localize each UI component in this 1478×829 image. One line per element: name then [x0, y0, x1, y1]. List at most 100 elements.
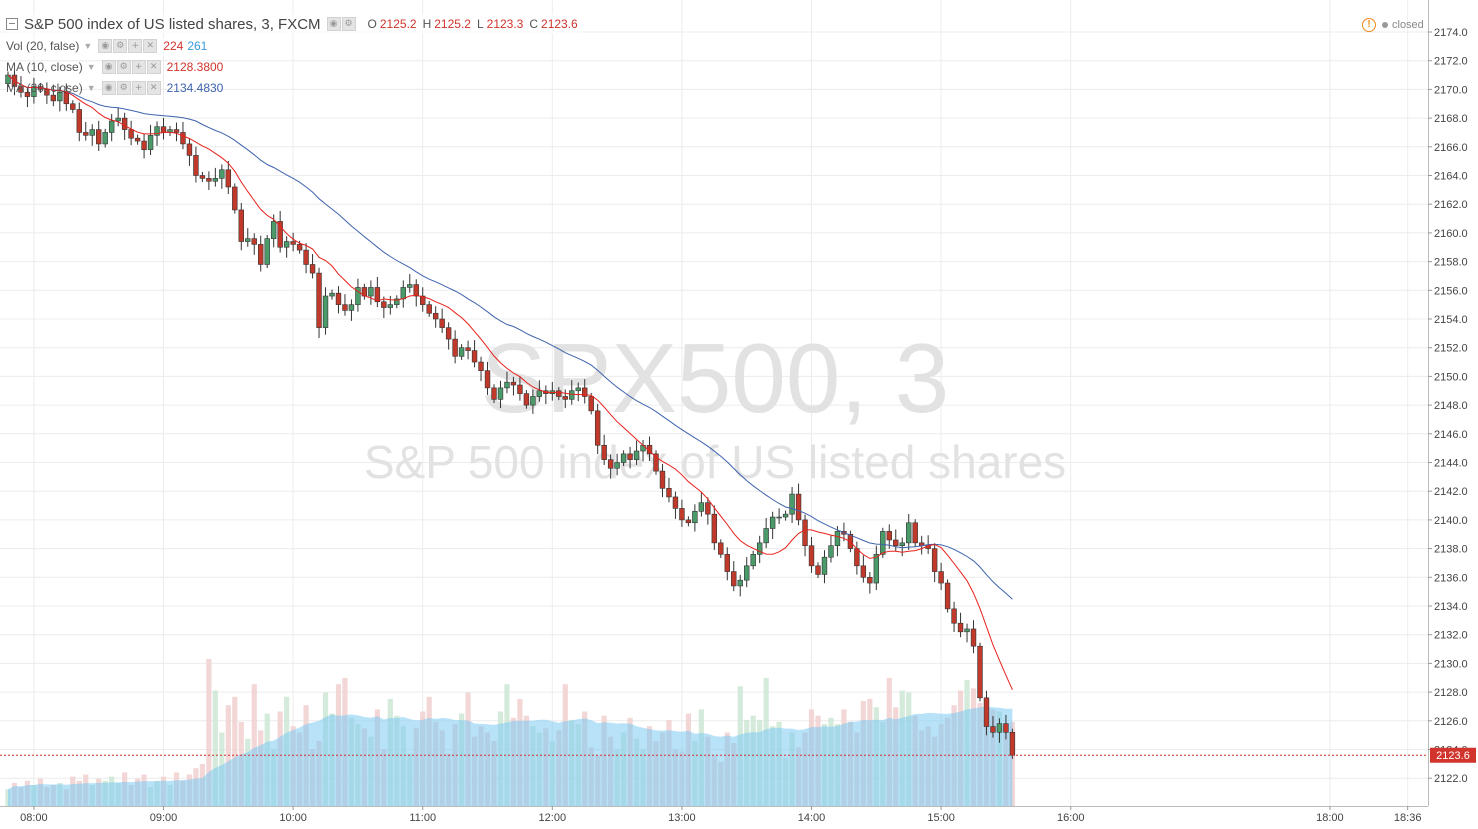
gear-icon[interactable]: ⚙ [116, 60, 131, 74]
plus-icon[interactable]: + [128, 39, 143, 53]
candle [685, 516, 692, 527]
candle-body [957, 622, 964, 633]
candle-body [854, 548, 860, 567]
candle-body [620, 453, 627, 463]
chevron-down-icon[interactable]: ▼ [86, 83, 96, 93]
candle-body [31, 86, 37, 97]
candle [633, 440, 640, 465]
candle [368, 280, 374, 305]
gear-icon[interactable]: ⚙ [113, 39, 128, 53]
candle-body [212, 178, 219, 182]
close-icon[interactable]: ✕ [146, 60, 161, 74]
y-tick-label: 2146.0 [1434, 429, 1468, 441]
gear-icon[interactable]: ⚙ [341, 17, 356, 31]
market-status: ! closed [1362, 18, 1424, 32]
x-tick-label: 18:36 [1394, 812, 1422, 824]
candle-body [420, 295, 426, 305]
eye-icon[interactable]: ◉ [98, 39, 113, 53]
candle-body [510, 381, 517, 386]
plus-icon[interactable]: + [131, 60, 146, 74]
candle-body [400, 287, 406, 300]
candle [834, 526, 841, 557]
candle [426, 301, 432, 317]
candle [322, 287, 329, 335]
volume-ma-area [8, 706, 1013, 806]
candle [387, 295, 394, 315]
candle-body [977, 645, 983, 699]
candle [698, 492, 705, 517]
candle-body [76, 109, 82, 133]
candle [70, 100, 76, 114]
candle [556, 387, 562, 401]
time-axis[interactable]: 08:00 09:00 10:00 11:00 12:00 13:00 14:00 15:00… [0, 806, 1478, 829]
vol-controls: ◉ ⚙ + ✕ [98, 39, 158, 53]
candle-body [575, 387, 581, 392]
price-axis[interactable]: 2122.02124.02126.02128.02130.02132.02134… [1428, 0, 1478, 829]
candle [420, 287, 426, 312]
chevron-down-icon[interactable]: ▼ [83, 41, 93, 51]
candle [89, 124, 95, 146]
ma10-label[interactable]: MA (10, close) [6, 60, 83, 74]
x-tick-label: 10:00 [279, 812, 307, 824]
candle-body [96, 129, 102, 145]
candle [432, 306, 439, 328]
collapse-box-icon[interactable] [6, 18, 18, 30]
candle-body [83, 132, 89, 136]
vol-label[interactable]: Vol (20, false) [6, 39, 80, 53]
candle [264, 235, 270, 269]
candle-body [309, 264, 316, 274]
y-tick-label: 2172.0 [1434, 56, 1468, 68]
candle-body [348, 304, 355, 311]
candle-body [601, 444, 607, 460]
ma10-value: 2128.3800 [166, 60, 224, 74]
warning-icon[interactable]: ! [1362, 18, 1376, 32]
candle [96, 120, 102, 151]
candle-body [951, 608, 957, 624]
ma30-label[interactable]: MA (30, close) [6, 81, 83, 95]
y-tick-label: 2158.0 [1434, 257, 1468, 269]
candle-body [180, 132, 186, 145]
candle [76, 102, 82, 142]
candle [795, 483, 802, 526]
candle [523, 390, 530, 409]
candle-body [70, 103, 76, 110]
ma30-controls: ◉ ⚙ + ✕ [101, 81, 161, 95]
candle [147, 124, 154, 155]
candle [238, 202, 244, 251]
candle [309, 253, 316, 279]
chevron-down-icon[interactable]: ▼ [86, 62, 96, 72]
series-controls: ◉ ⚙ [326, 17, 356, 31]
candle [653, 450, 659, 475]
candle-body [458, 347, 465, 357]
eye-icon[interactable]: ◉ [326, 17, 341, 31]
candle [374, 276, 381, 308]
candle-body [867, 576, 873, 584]
x-tick-label: 12:00 [539, 812, 567, 824]
x-tick-label: 18:00 [1316, 812, 1344, 824]
candle-body [931, 548, 938, 572]
candle [491, 384, 497, 403]
close-icon[interactable]: ✕ [143, 39, 158, 53]
candle-body [160, 126, 167, 133]
eye-icon[interactable]: ◉ [101, 60, 116, 74]
candle-body [225, 169, 232, 188]
candle [504, 371, 510, 394]
candle-body [154, 126, 160, 136]
x-tick-label: 11:00 [409, 812, 436, 824]
y-tick-label: 2162.0 [1434, 199, 1468, 211]
gear-icon[interactable]: ⚙ [116, 81, 131, 95]
candle-body [407, 284, 413, 288]
close-icon[interactable]: ✕ [146, 81, 161, 95]
candle [562, 389, 568, 409]
candle-body [1003, 723, 1009, 733]
y-tick-label: 2130.0 [1434, 658, 1468, 670]
ma10-row: MA (10, close) ▼ ◉ ⚙ + ✕ 2128.3800 [6, 57, 227, 77]
candle-body [536, 390, 543, 397]
candle [931, 543, 938, 583]
candle [1009, 728, 1016, 759]
plus-icon[interactable]: + [131, 81, 146, 95]
eye-icon[interactable]: ◉ [101, 81, 116, 95]
candle-body [413, 284, 419, 297]
candle [906, 514, 912, 550]
